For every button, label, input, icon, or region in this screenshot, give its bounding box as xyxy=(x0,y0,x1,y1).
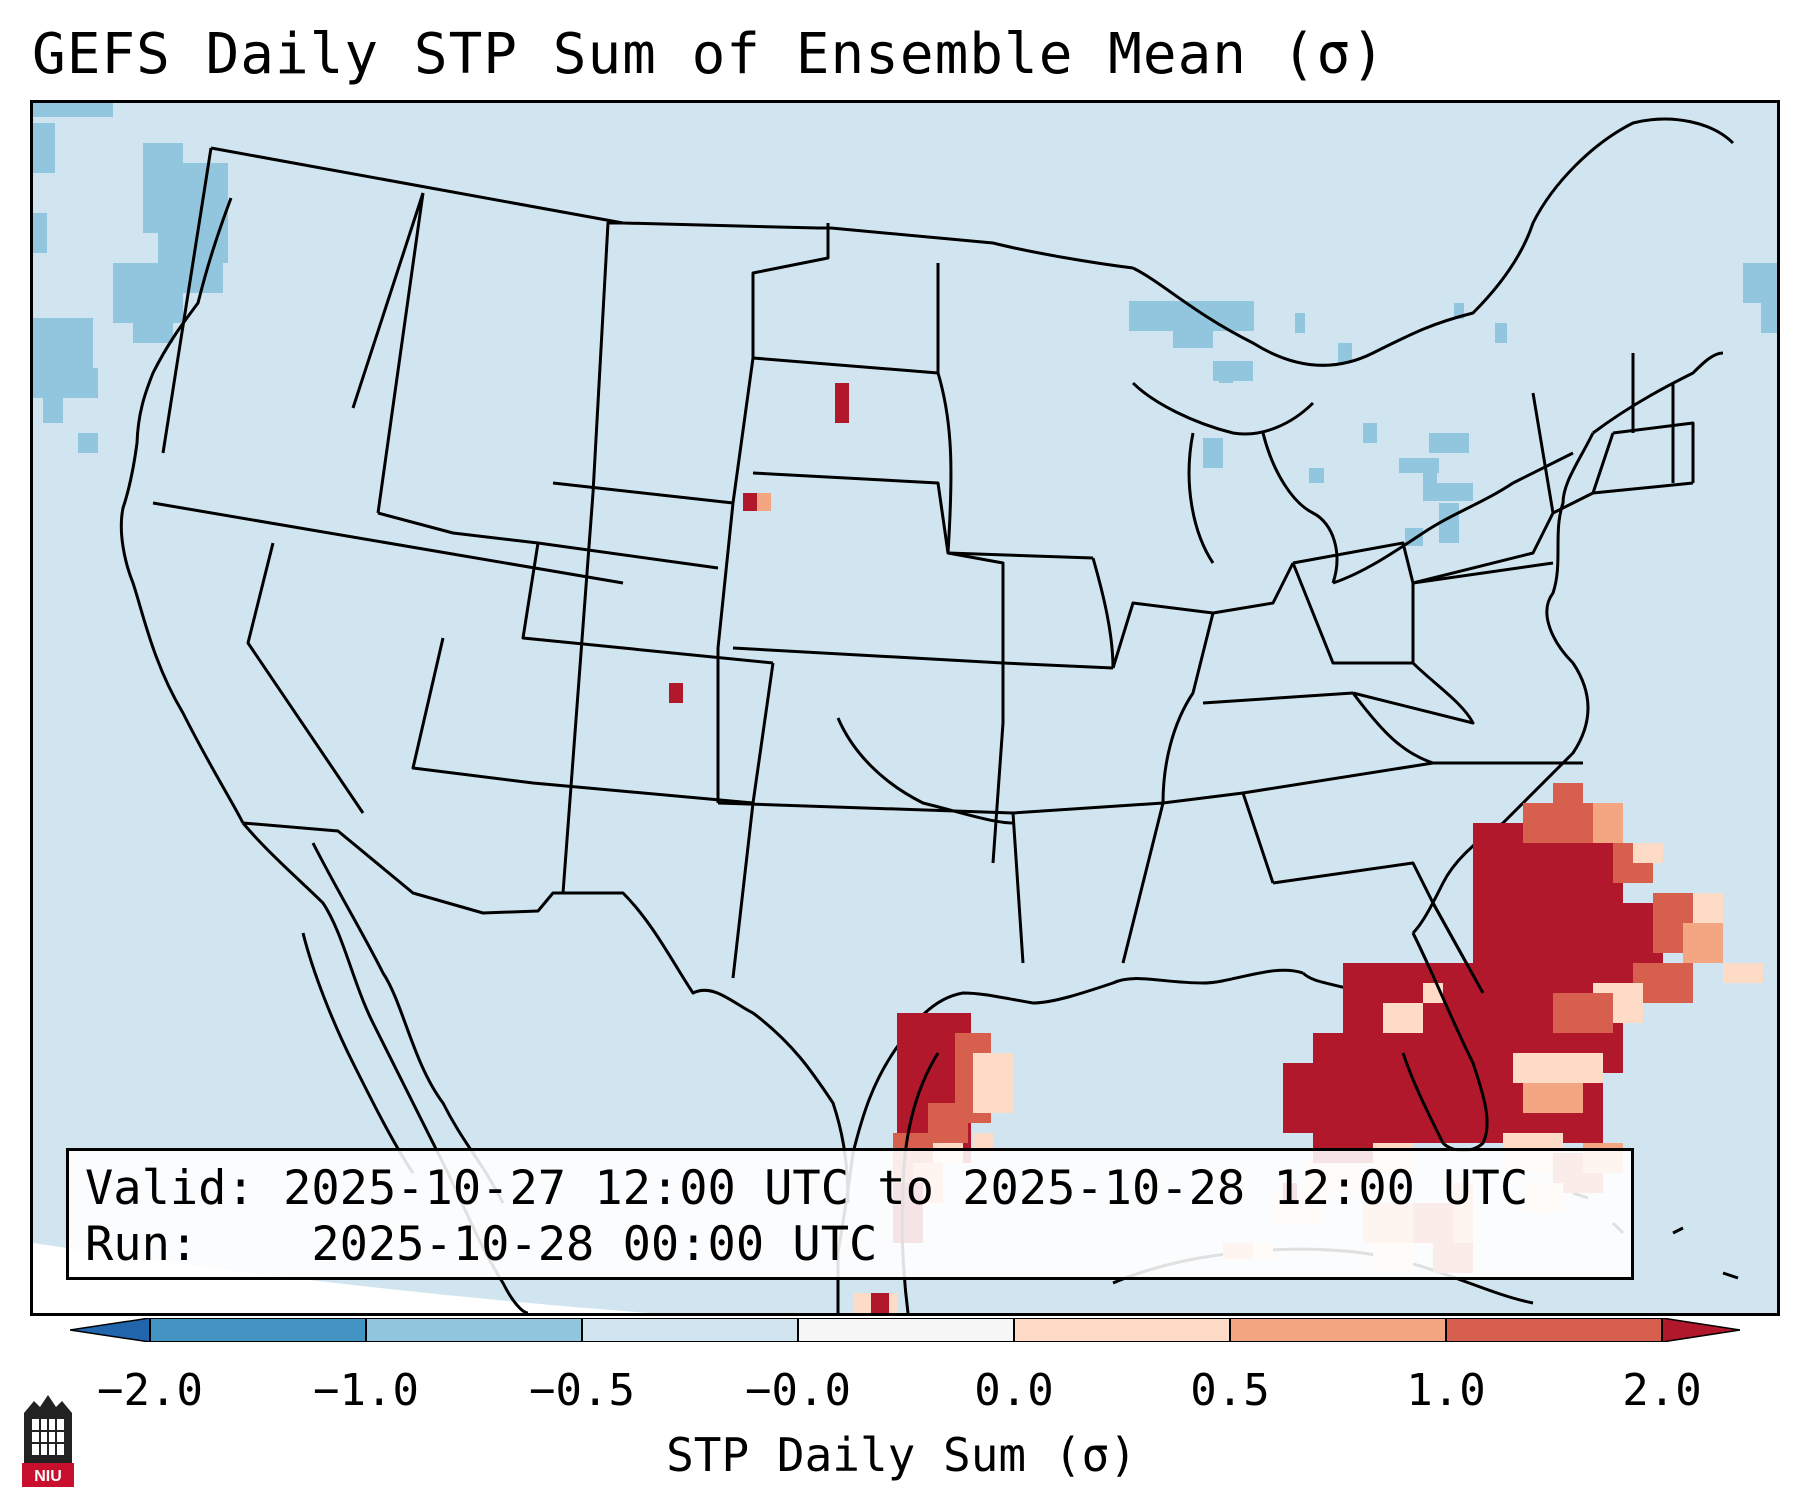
chart-title: GEFS Daily STP Sum of Ensemble Mean (σ) xyxy=(32,22,1386,87)
valid-range: 2025-10-27 12:00 UTC to 2025-10-28 12:00… xyxy=(283,1161,1529,1216)
run-time: 2025-10-28 00:00 UTC xyxy=(311,1217,878,1272)
run-label: Run: xyxy=(85,1217,199,1272)
niu-logo-text: NIU xyxy=(34,1468,62,1485)
colorbar-tick: −0.5 xyxy=(529,1365,635,1416)
colorbar-label: STP Daily Sum (σ) xyxy=(666,1428,1137,1482)
valid-label: Valid: xyxy=(85,1161,255,1216)
colorbar-tick: 1.0 xyxy=(1406,1365,1486,1416)
colorbar-over-arrow xyxy=(1661,1318,1740,1342)
map-domain xyxy=(33,103,1777,1313)
negative-anomaly-areas xyxy=(33,103,1777,546)
colorbar-segment-4 xyxy=(798,1318,1014,1342)
colorbar-tick: −2.0 xyxy=(97,1365,203,1416)
colorbar-segment-5 xyxy=(1014,1318,1230,1342)
colorbar-tick: −1.0 xyxy=(313,1365,419,1416)
colorbar-tick: 2.0 xyxy=(1622,1365,1702,1416)
colorbar-tick: −0.0 xyxy=(745,1365,851,1416)
colorbar-segment-7 xyxy=(1446,1318,1662,1342)
colorbar-segment-3 xyxy=(582,1318,798,1342)
colorbar-segment-6 xyxy=(1230,1318,1446,1342)
colorbar-tick: 0.5 xyxy=(1190,1365,1270,1416)
colorbar-tick: 0.0 xyxy=(974,1365,1054,1416)
colorbar xyxy=(70,1318,1740,1342)
map-panel xyxy=(30,100,1780,1316)
colorbar-segment-1 xyxy=(150,1318,366,1342)
map-svg xyxy=(33,103,1777,1313)
colorbar-segment-2 xyxy=(366,1318,582,1342)
valid-run-info-box: Valid: 2025-10-27 12:00 UTC to 2025-10-2… xyxy=(66,1148,1634,1280)
colorbar-under-arrow xyxy=(70,1318,151,1342)
niu-logo: NIU xyxy=(22,1395,74,1487)
